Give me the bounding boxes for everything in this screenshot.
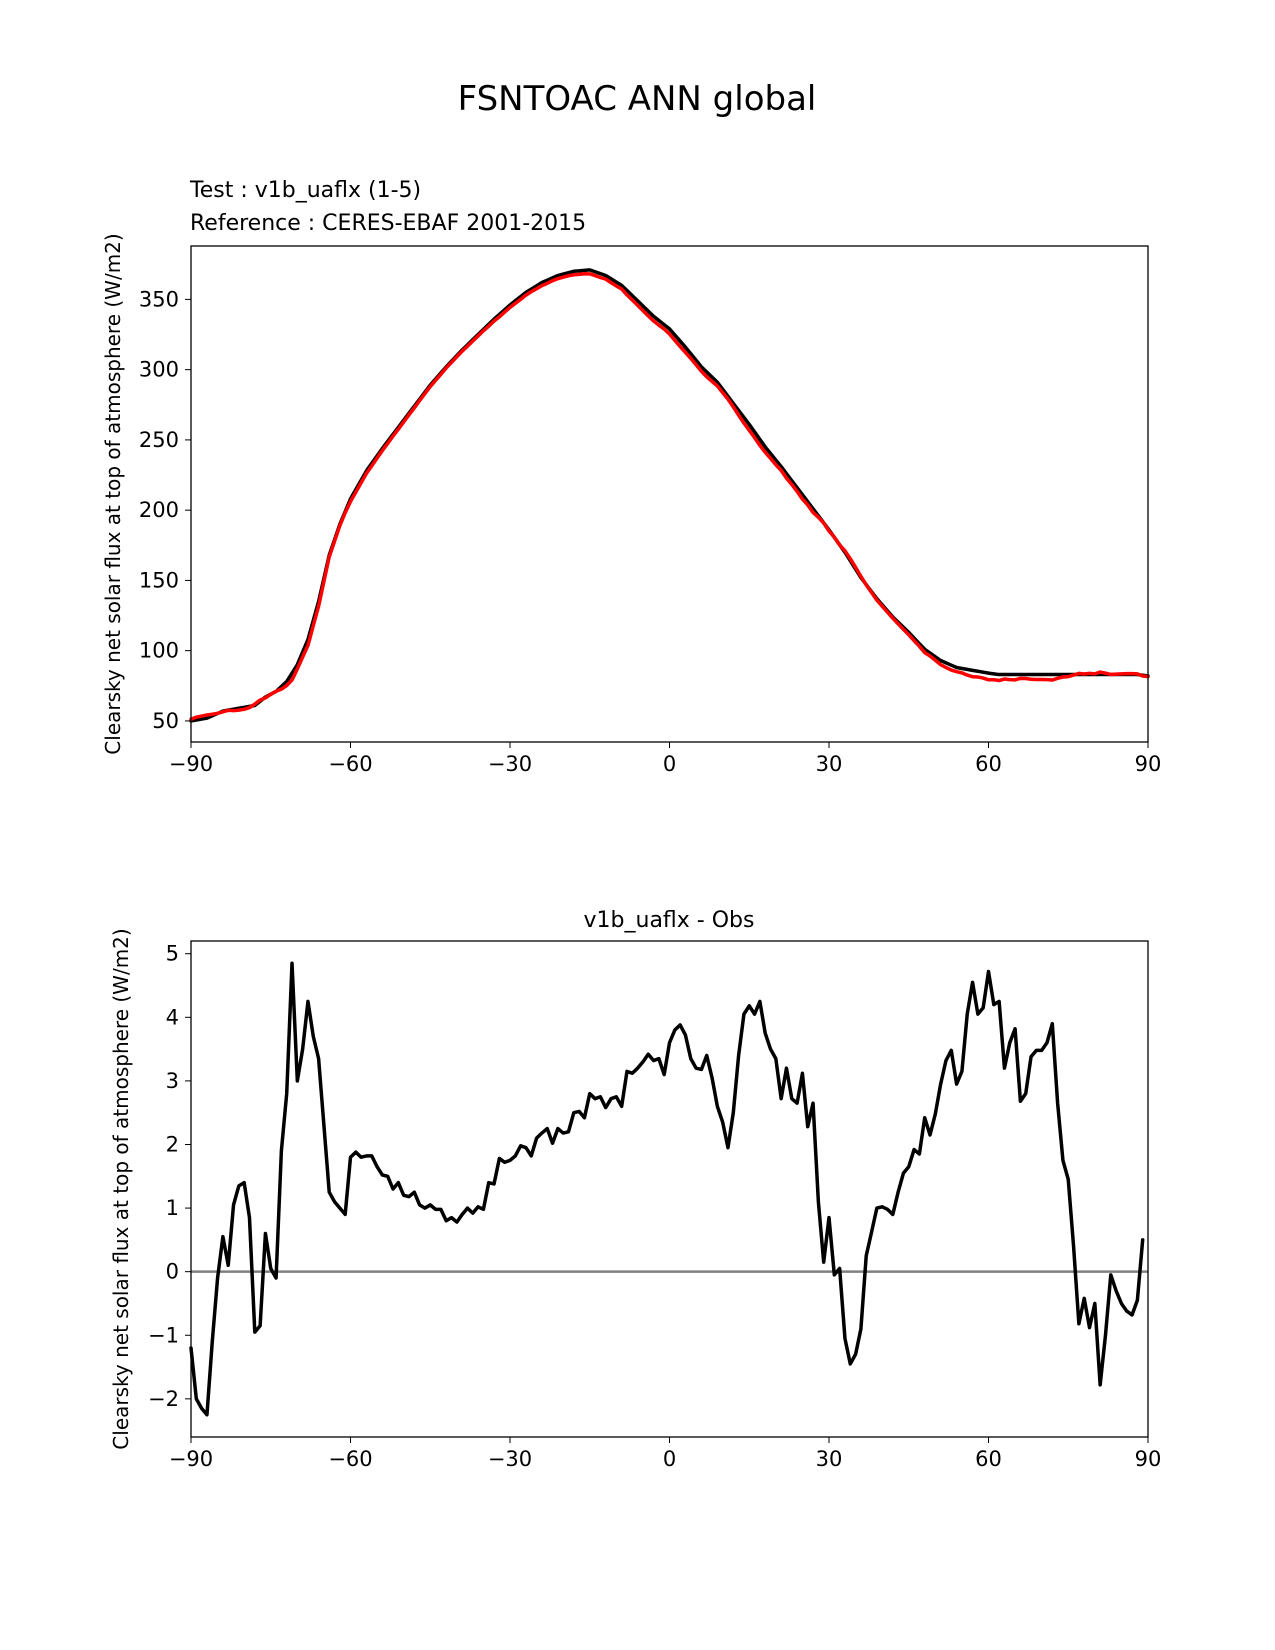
y-tick-label: 300 bbox=[139, 358, 179, 382]
top-axes: −90 −60 −30 0 30 60 90 50 100 150 200 250 300 350 bbox=[139, 287, 1161, 776]
bottom-panel: v1b_uaflx - Obs −90 −60 −30 0 30 60 90 −2 −1 0 1 2 3… bbox=[109, 908, 1161, 1471]
y-tick-label: 350 bbox=[139, 287, 179, 311]
y-tick-label: 5 bbox=[166, 942, 179, 966]
x-tick-label: 60 bbox=[975, 1447, 1002, 1471]
y-tick-label: 150 bbox=[139, 568, 179, 592]
reference-label: Reference : CERES-EBAF 2001-2015 bbox=[190, 211, 586, 236]
y-tick-label: 250 bbox=[139, 428, 179, 452]
top-series bbox=[189, 268, 1150, 723]
y-tick-label: −1 bbox=[148, 1323, 179, 1347]
x-tick-label: 0 bbox=[663, 752, 676, 776]
bottom-axes: −90 −60 −30 0 30 60 90 −2 −1 0 1 2 3 4 5 bbox=[148, 942, 1161, 1471]
difference-series-line bbox=[189, 961, 1145, 1417]
y-tick-label: 3 bbox=[166, 1069, 179, 1093]
bottom-series bbox=[189, 961, 1148, 1417]
x-tick-label: 30 bbox=[816, 752, 843, 776]
x-tick-label: 90 bbox=[1135, 1447, 1162, 1471]
x-tick-label: −60 bbox=[328, 752, 372, 776]
bottom-y-axis-label: Clearsky net solar flux at top of atmosp… bbox=[109, 928, 133, 1449]
test-label: Test : v1b_uaflx (1-5) bbox=[189, 178, 421, 203]
test-series-line bbox=[189, 268, 1150, 723]
y-tick-label: 200 bbox=[139, 498, 179, 522]
y-tick-label: 100 bbox=[139, 639, 179, 663]
y-tick-label: 2 bbox=[166, 1132, 179, 1156]
figure-title: FSNTOAC ANN global bbox=[458, 79, 817, 119]
reference-series-line bbox=[189, 272, 1150, 721]
y-tick-label: 4 bbox=[166, 1005, 179, 1029]
y-tick-label: 1 bbox=[166, 1196, 179, 1220]
y-tick-label: 0 bbox=[166, 1260, 179, 1284]
top-plot-frame bbox=[190, 245, 1149, 743]
top-panel: Test : v1b_uaflx (1-5) Reference : CERES… bbox=[101, 178, 1161, 776]
x-tick-label: 90 bbox=[1135, 752, 1162, 776]
y-tick-label: −2 bbox=[148, 1387, 179, 1411]
top-y-axis-label: Clearsky net solar flux at top of atmosp… bbox=[101, 233, 125, 754]
x-tick-label: 30 bbox=[816, 1447, 843, 1471]
x-tick-label: −90 bbox=[169, 1447, 213, 1471]
bottom-title: v1b_uaflx - Obs bbox=[584, 908, 755, 933]
bottom-plot-frame bbox=[190, 940, 1149, 1438]
x-tick-label: −30 bbox=[488, 752, 532, 776]
x-tick-label: −90 bbox=[169, 752, 213, 776]
x-tick-label: −30 bbox=[488, 1447, 532, 1471]
x-tick-label: −60 bbox=[328, 1447, 372, 1471]
x-tick-label: 0 bbox=[663, 1447, 676, 1471]
x-tick-label: 60 bbox=[975, 752, 1002, 776]
y-tick-label: 50 bbox=[152, 709, 179, 733]
